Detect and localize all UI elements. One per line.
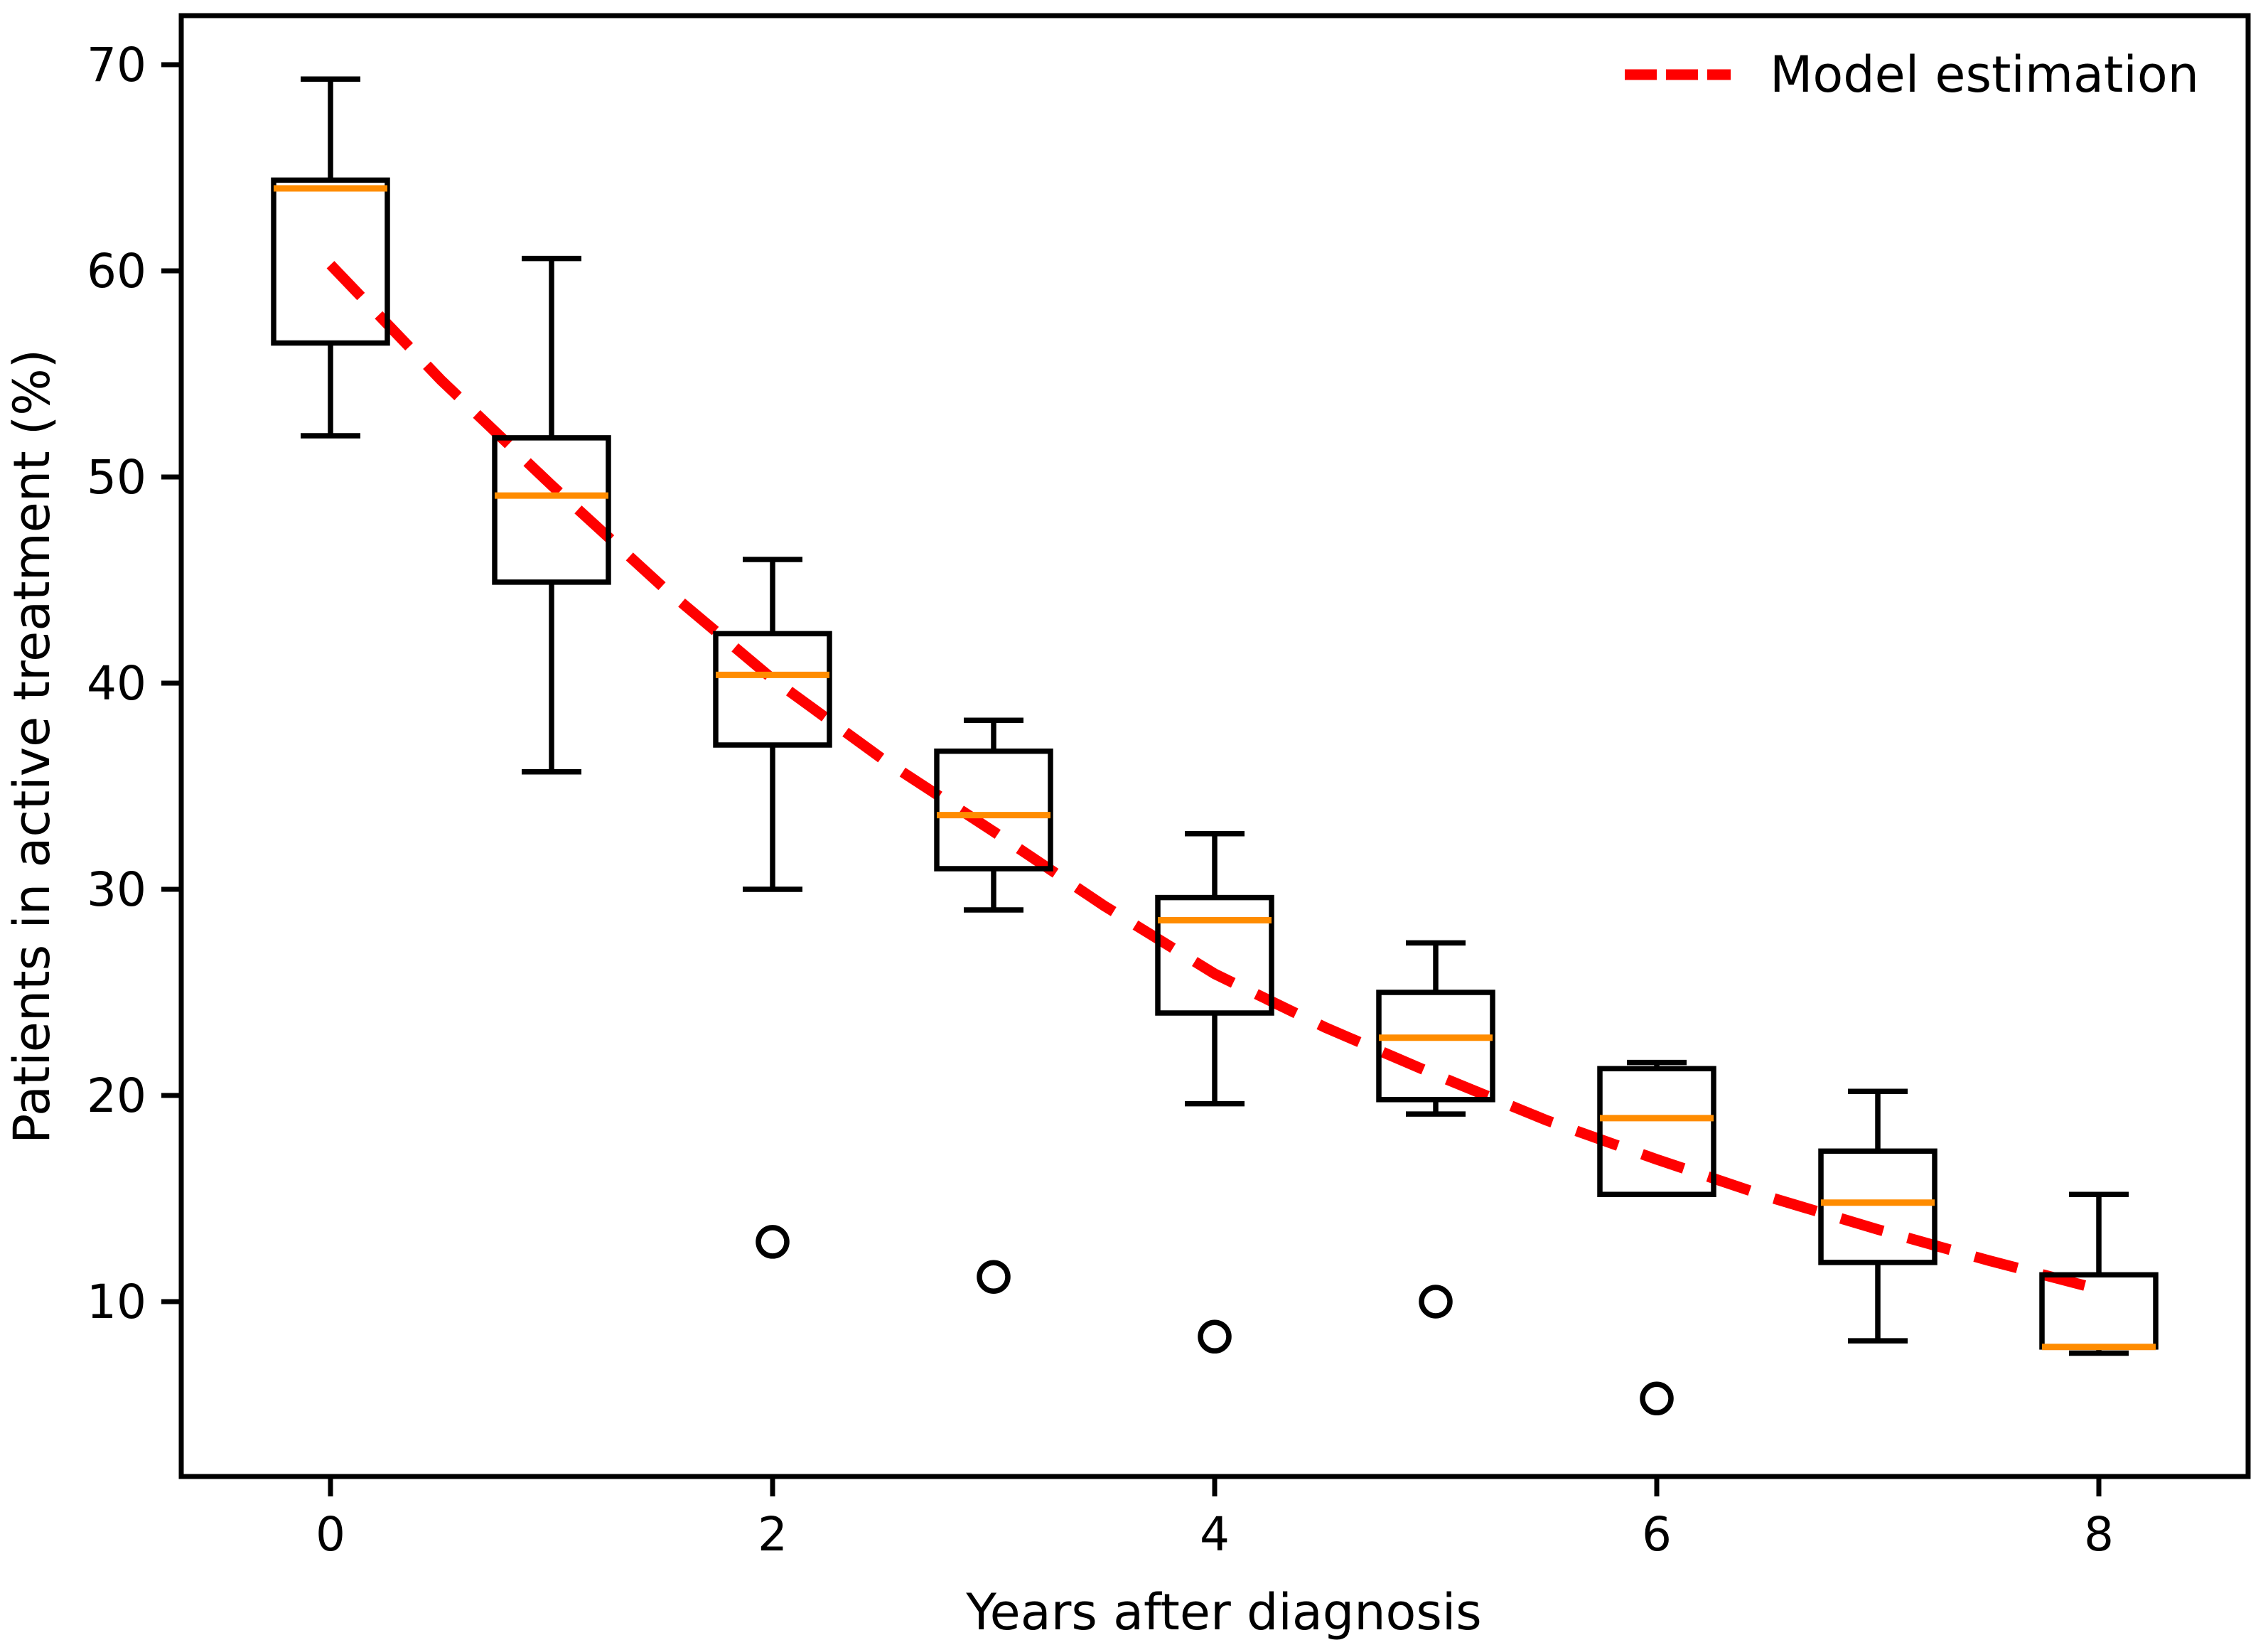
legend-label: Model estimation [1770, 45, 2199, 104]
outlier-circle [1198, 1319, 1232, 1354]
y-axis-ticks: 10 20 30 40 50 60 70 [87, 38, 181, 1329]
y-tick-label: 10 [87, 1275, 146, 1329]
iqr-box [713, 631, 832, 748]
iqr-box [1818, 1148, 1938, 1265]
outlier-points [756, 1225, 1674, 1416]
y-tick-label: 60 [87, 244, 146, 299]
x-axis-title: Years after diagnosis [965, 1583, 1482, 1640]
y-axis-title: Patients in active treatment (%) [3, 349, 61, 1144]
iqr-box [2039, 1272, 2159, 1350]
box-group [1818, 1088, 1938, 1344]
outlier-circle [1640, 1381, 1674, 1416]
box-group [2039, 1191, 2159, 1356]
iqr-box [934, 748, 1053, 872]
model-estimation-curve [326, 261, 2100, 1295]
axes-spines [178, 13, 2251, 1479]
box-group [1597, 1059, 1716, 1197]
box-group [934, 717, 1053, 913]
plot-frame [178, 13, 2251, 1479]
iqr-box [1155, 894, 1274, 1016]
x-tick-label: 2 [758, 1507, 788, 1562]
iqr-box [271, 177, 390, 346]
y-tick-label: 30 [87, 862, 146, 917]
iqr-box [1597, 1066, 1716, 1197]
legend: Model estimation [1625, 45, 2199, 104]
boxplot-boxes [271, 76, 2159, 1356]
box-group [713, 557, 832, 892]
outlier-circle [1419, 1285, 1453, 1319]
x-tick-label: 4 [1200, 1507, 1230, 1562]
y-tick-label: 20 [87, 1068, 146, 1123]
outlier-circle [756, 1225, 790, 1259]
x-tick-label: 0 [316, 1507, 345, 1562]
box-group [271, 76, 390, 439]
box-group [492, 255, 611, 775]
box-group [1155, 830, 1274, 1107]
y-tick-label: 70 [87, 38, 146, 92]
outlier-circle [977, 1260, 1011, 1294]
box-group [1376, 940, 1495, 1117]
iqr-box [1376, 990, 1495, 1103]
x-tick-label: 8 [2084, 1507, 2114, 1562]
x-axis-ticks: 0 2 4 6 8 [316, 1476, 2114, 1562]
y-tick-label: 50 [87, 450, 146, 505]
model-estimation-line [326, 261, 2100, 1295]
y-tick-label: 40 [87, 656, 146, 711]
iqr-box [492, 435, 611, 585]
x-tick-label: 6 [1642, 1507, 1672, 1562]
